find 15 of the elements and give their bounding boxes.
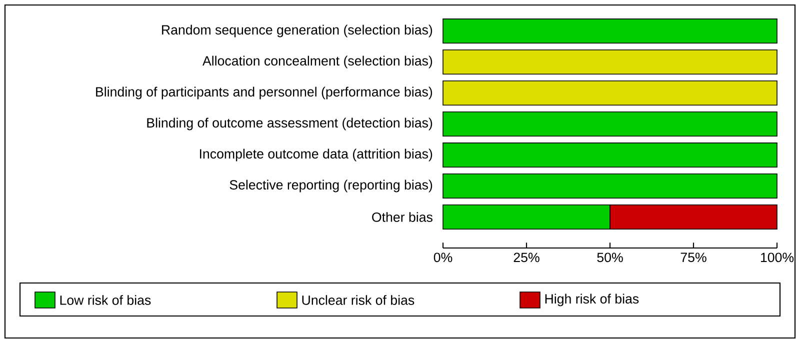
legend-label: High risk of bias [545, 294, 639, 306]
x-tick-label: 25% [514, 252, 540, 262]
x-tick-label: 50% [597, 252, 623, 262]
x-tick-label: 75% [680, 252, 706, 262]
legend-label: Low risk of bias [60, 295, 151, 305]
y-tick-label: Incomplete outcome data (attrition bias) [200, 148, 432, 162]
y-tick-label: Other bias [372, 212, 432, 222]
x-tick-label: 0% [434, 252, 452, 262]
legend-label: Unclear risk of bias [302, 295, 414, 305]
y-tick-label: Blinding of outcome assessment (detection bias) [147, 118, 432, 130]
x-tick-label: 100% [760, 252, 794, 262]
y-tick-label: Random sequence generation (selection bias) [162, 24, 432, 38]
y-tick-label: Selective reporting (reporting bias) [230, 180, 432, 192]
y-tick-label: Blinding of participants and personnel (performance bias) [96, 86, 432, 100]
y-tick-label: Allocation concealment (selection bias) [202, 56, 432, 68]
